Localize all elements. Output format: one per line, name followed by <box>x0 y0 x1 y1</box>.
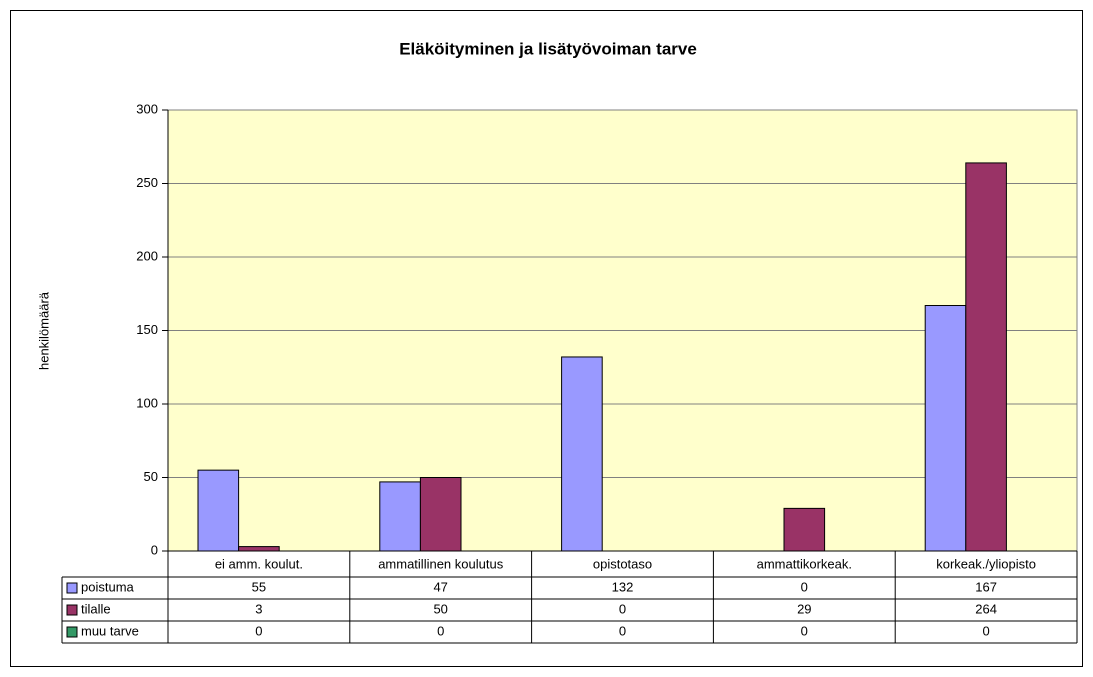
x-tick-label: ei amm. koulut. <box>215 556 303 571</box>
legend-label: muu tarve <box>81 623 139 638</box>
table-value: 264 <box>975 601 997 616</box>
table-value: 0 <box>801 579 808 594</box>
bar <box>561 356 603 552</box>
table-value: 0 <box>619 601 626 616</box>
table-value: 0 <box>982 623 989 638</box>
bar <box>924 305 967 552</box>
legend-swatch <box>66 582 78 594</box>
legend-label: tilalle <box>81 601 111 616</box>
y-tick-label: 50 <box>144 469 158 484</box>
bar <box>783 507 826 552</box>
y-tick-label: 100 <box>136 395 158 410</box>
legend-swatch <box>66 604 78 616</box>
table-value: 29 <box>797 601 811 616</box>
table-value: 47 <box>433 579 447 594</box>
table-value: 3 <box>255 601 262 616</box>
legend-swatch <box>66 626 78 638</box>
y-tick-label: 300 <box>136 101 158 116</box>
y-tick-label: 250 <box>136 175 158 190</box>
table-value: 50 <box>433 601 447 616</box>
bar <box>238 546 280 552</box>
y-tick-label: 200 <box>136 248 158 263</box>
y-tick-label: 150 <box>136 322 158 337</box>
table-value: 132 <box>612 579 634 594</box>
bar <box>965 162 1007 552</box>
x-tick-label: opistotaso <box>593 556 652 571</box>
bar <box>419 477 462 552</box>
table-value: 0 <box>801 623 808 638</box>
x-tick-label: ammatillinen koulutus <box>378 556 504 571</box>
bar <box>379 481 421 552</box>
x-tick-label: ammattikorkeak. <box>757 556 852 571</box>
table-value: 167 <box>975 579 997 594</box>
table-value: 0 <box>619 623 626 638</box>
x-tick-label: korkeak./yliopisto <box>936 556 1036 571</box>
y-tick-label: 0 <box>151 542 158 557</box>
table-value: 55 <box>252 579 266 594</box>
chart-title: Eläköityminen ja lisätyövoiman tarve <box>399 39 697 58</box>
bar <box>197 469 240 552</box>
legend-label: poistuma <box>81 579 135 594</box>
table-value: 0 <box>255 623 262 638</box>
table-value: 0 <box>437 623 444 638</box>
y-axis-label: henkilömäärä <box>36 291 51 370</box>
